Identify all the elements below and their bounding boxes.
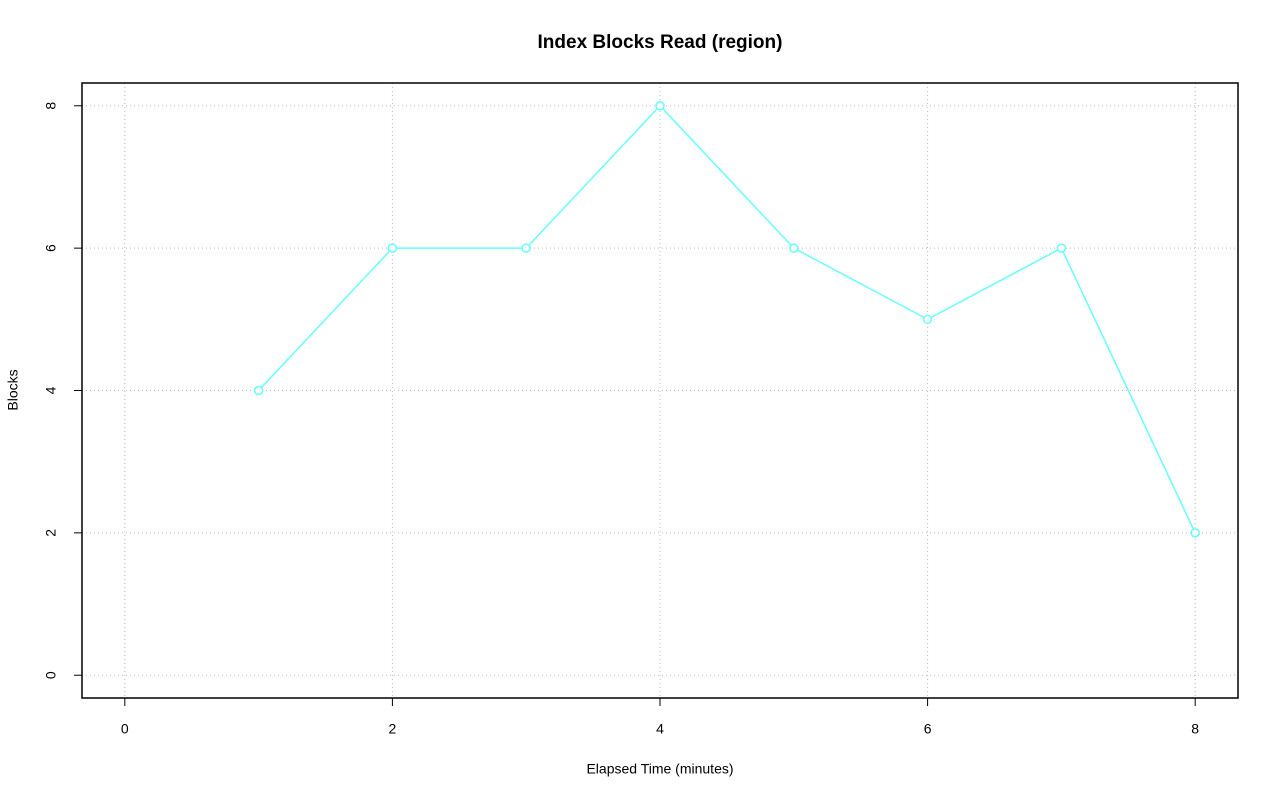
data-point — [387, 243, 398, 253]
data-point — [789, 243, 799, 253]
data-line — [258, 104, 1196, 534]
plot-frame — [81, 82, 1239, 699]
data-point — [655, 101, 665, 111]
chart-title: Index Blocks Read (region) — [538, 32, 783, 53]
y-tick-label: 2 — [43, 529, 59, 537]
data-point — [521, 243, 531, 253]
x-tick-label: 8 — [1191, 721, 1199, 737]
y-axis-label: Blocks — [5, 369, 21, 410]
x-tick-label: 2 — [389, 721, 397, 737]
x-tick-label: 6 — [924, 721, 932, 737]
x-tick-label: 4 — [656, 721, 664, 737]
y-tick-label: 4 — [43, 386, 59, 394]
data-point — [1190, 528, 1200, 538]
x-axis-label: Elapsed Time (minutes) — [586, 761, 733, 777]
data-point — [1056, 243, 1067, 253]
y-tick-label: 0 — [43, 671, 59, 679]
data-point — [922, 314, 933, 325]
x-tick-label: 0 — [121, 721, 129, 737]
y-tick-label: 6 — [43, 244, 59, 252]
y-tick-label: 8 — [43, 102, 59, 110]
data-point — [253, 385, 264, 396]
